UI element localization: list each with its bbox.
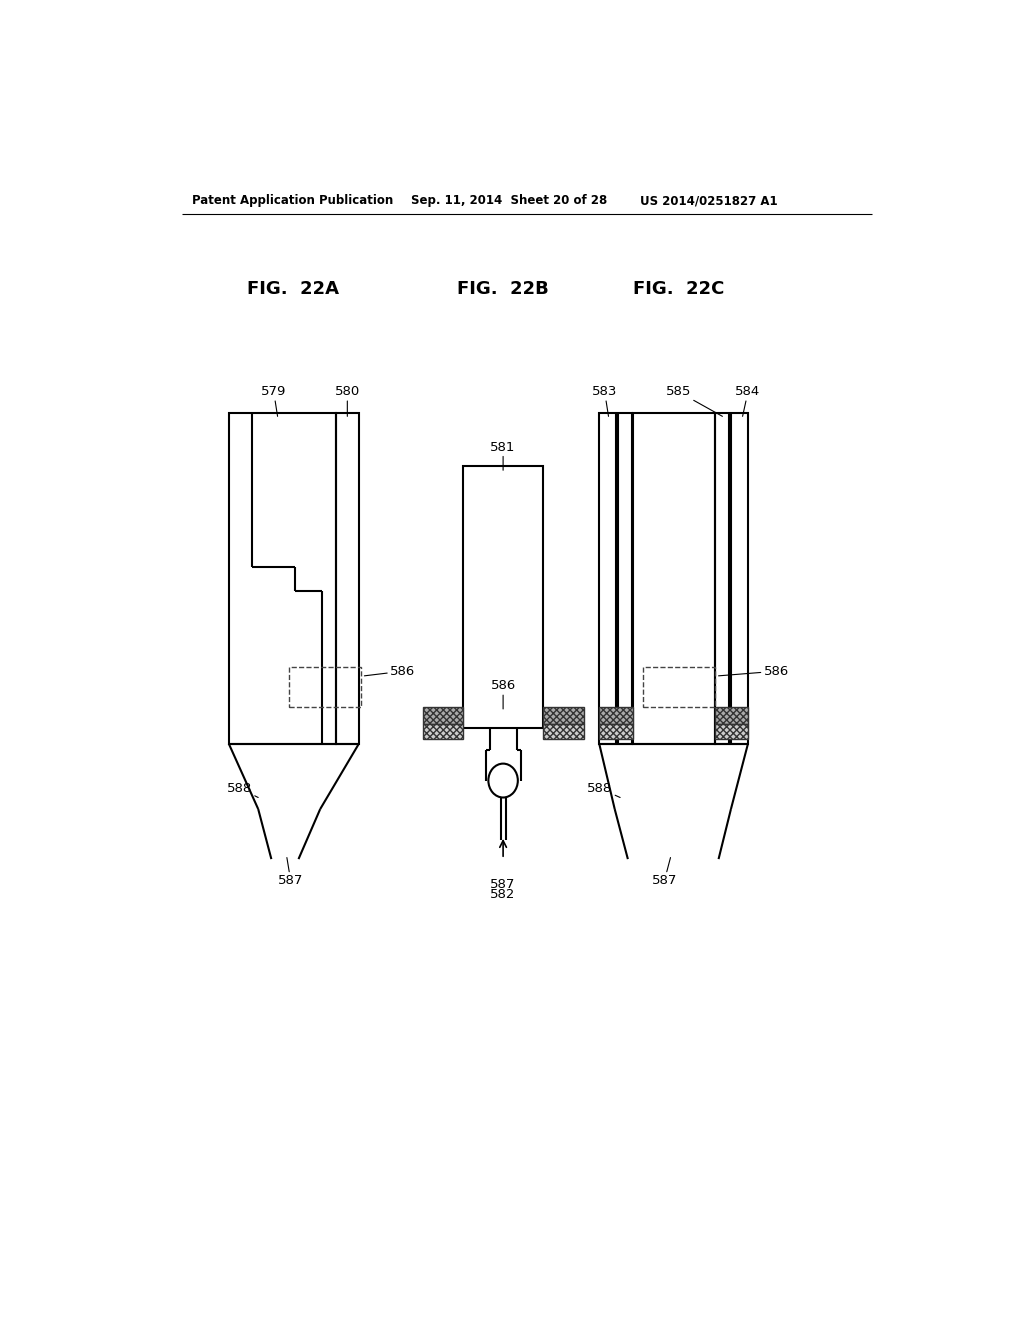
- Text: 586: 586: [365, 665, 415, 677]
- Bar: [731, 413, 748, 743]
- Text: 579: 579: [261, 385, 287, 416]
- Text: 586: 586: [719, 665, 788, 677]
- Bar: [289, 667, 360, 706]
- Bar: [633, 413, 716, 743]
- Bar: [228, 413, 336, 743]
- Text: 584: 584: [735, 385, 761, 416]
- Text: 581: 581: [490, 441, 516, 470]
- Bar: [599, 725, 633, 739]
- Bar: [336, 413, 359, 743]
- Bar: [423, 706, 463, 725]
- Ellipse shape: [488, 763, 518, 797]
- Bar: [423, 725, 463, 739]
- Text: 587: 587: [490, 878, 516, 891]
- Text: 587: 587: [279, 858, 303, 887]
- Text: 583: 583: [592, 385, 617, 416]
- Bar: [599, 706, 633, 725]
- Text: Patent Application Publication: Patent Application Publication: [193, 194, 393, 207]
- Bar: [617, 413, 632, 743]
- Text: 588: 588: [226, 781, 258, 797]
- Bar: [463, 466, 544, 729]
- Bar: [716, 706, 748, 725]
- Text: 587: 587: [651, 858, 677, 887]
- Bar: [599, 413, 616, 743]
- Text: Sep. 11, 2014  Sheet 20 of 28: Sep. 11, 2014 Sheet 20 of 28: [411, 194, 607, 207]
- Bar: [544, 706, 584, 725]
- Bar: [544, 725, 584, 739]
- Text: FIG.  22C: FIG. 22C: [633, 280, 724, 298]
- Text: FIG.  22A: FIG. 22A: [247, 280, 339, 298]
- Text: 582: 582: [490, 888, 516, 902]
- Text: 586: 586: [490, 680, 516, 709]
- Bar: [716, 413, 729, 743]
- Text: 588: 588: [587, 781, 621, 797]
- Text: US 2014/0251827 A1: US 2014/0251827 A1: [640, 194, 777, 207]
- Bar: [716, 725, 748, 739]
- Text: 580: 580: [335, 385, 360, 416]
- Bar: [643, 667, 715, 706]
- Text: FIG.  22B: FIG. 22B: [458, 280, 549, 298]
- Text: 585: 585: [666, 385, 722, 416]
